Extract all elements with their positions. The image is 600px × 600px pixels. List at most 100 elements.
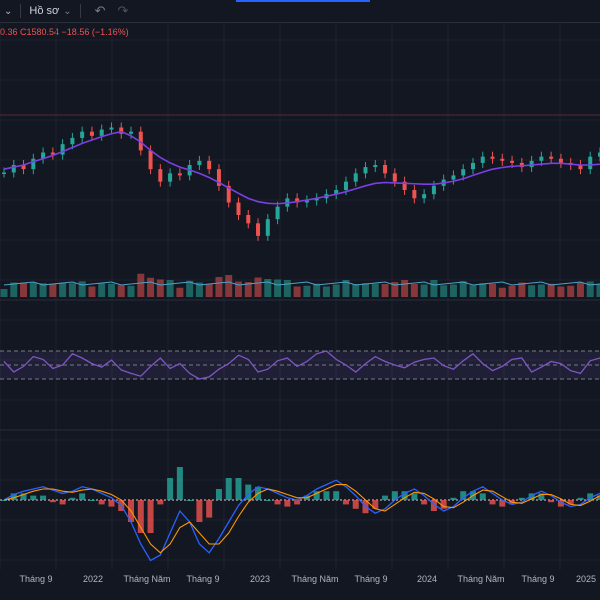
redo-icon[interactable]: ↷ (117, 3, 129, 18)
macd-histogram-bar (313, 491, 320, 500)
candle-body (265, 219, 270, 236)
profile-label: Hồ sơ (29, 5, 60, 17)
macd-histogram-bar (235, 478, 242, 500)
candle-body (295, 198, 300, 203)
macd-histogram-bar (489, 500, 496, 505)
chevron-down-icon[interactable]: ⌄ (4, 5, 13, 17)
candle-body (431, 185, 436, 195)
macd-histogram-bar (382, 495, 389, 500)
macd-histogram-bar (225, 478, 232, 500)
toolbar-divider (20, 4, 22, 18)
volume-ma-line (3, 281, 600, 286)
volume-bar (166, 280, 174, 297)
volume-bar (88, 286, 96, 297)
candle-body (353, 173, 358, 182)
candle-body (558, 158, 563, 163)
macd-histogram-bar (137, 500, 144, 533)
volume-bar (518, 282, 526, 297)
candle-body (363, 167, 368, 174)
candle-body (304, 200, 309, 203)
time-axis-label: 2024 (416, 574, 438, 584)
macd-histogram-bar (333, 491, 340, 500)
candle-body (588, 156, 593, 170)
macd-histogram-bar (10, 493, 17, 500)
candle-body (412, 190, 417, 199)
macd-histogram-bar (421, 500, 428, 505)
macd-signal-line (3, 484, 600, 554)
candle-body (207, 160, 212, 170)
profile-menu-button[interactable]: Hồ sơ ⌄ (29, 5, 71, 17)
macd-histogram-bar (440, 500, 447, 509)
candle-body (70, 137, 75, 145)
candle-body (598, 152, 600, 157)
volume-bar (20, 282, 28, 297)
candle-body (31, 158, 36, 170)
macd-histogram-bar (597, 495, 600, 500)
macd-histogram-bar (518, 497, 525, 500)
candle-body (50, 152, 55, 155)
volume-bar (322, 286, 330, 297)
macd-histogram-bar (206, 500, 213, 518)
undo-icon[interactable]: ↶ (94, 3, 106, 18)
macd-histogram-bar (79, 493, 86, 500)
volume-bar (459, 281, 467, 297)
macd-histogram-bar (538, 493, 545, 500)
volume-bar (596, 284, 600, 297)
candle-body (109, 127, 114, 130)
volume-bar (371, 283, 379, 297)
moving-average-line (3, 130, 600, 205)
volume-bar (215, 277, 223, 297)
candle-body (226, 185, 231, 203)
macd-histogram-bar (567, 500, 574, 505)
macd-histogram-bar (587, 493, 594, 500)
volume-bar (78, 281, 86, 297)
candle-body (314, 198, 319, 201)
volume-bar (352, 284, 360, 297)
volume-bar (440, 285, 448, 297)
ohlc-legend: 0.36 C1580.54 −18.56 (−1.16%) (0, 27, 129, 37)
candle-body (549, 156, 554, 159)
volume-bar (449, 284, 457, 297)
macd-histogram-bar (20, 493, 27, 500)
candle-body (41, 152, 46, 159)
rsi-line (3, 350, 600, 380)
volume-bar (156, 279, 164, 297)
volume-bar (137, 273, 145, 297)
macd-histogram-bar (167, 478, 174, 500)
volume-bar (401, 280, 409, 297)
candle-body (373, 165, 378, 168)
macd-histogram-bar (557, 500, 564, 507)
volume-bar (244, 282, 252, 297)
macd-histogram-bar (69, 497, 76, 500)
macd-histogram-bar (1, 500, 7, 501)
candle-body (500, 158, 505, 161)
volume-bar (264, 279, 272, 297)
macd-histogram-bar (294, 500, 301, 505)
candle-body (451, 175, 456, 180)
macd-histogram-bar (323, 491, 330, 500)
macd-histogram-bar (342, 500, 349, 505)
volume-bar (362, 283, 370, 297)
candle-body (138, 131, 143, 151)
volume-bar (586, 281, 594, 297)
volume-bar (147, 277, 155, 297)
volume-bar (303, 285, 311, 297)
macd-histogram-bar (30, 495, 37, 500)
volume-bar (498, 287, 506, 297)
candle-body (275, 206, 280, 220)
volume-bar (254, 277, 262, 297)
volume-bar (49, 283, 57, 297)
candle-body (470, 162, 475, 170)
time-axis-label: Tháng Năm (123, 574, 171, 584)
time-axis-label: Tháng Năm (291, 574, 339, 584)
time-axis-label: 2022 (82, 574, 104, 584)
chart-toolbar: ⌄ Hồ sơ ⌄ ↶ ↷ (0, 0, 600, 23)
macd-histogram-bar (479, 493, 486, 500)
volume-bar (547, 283, 555, 297)
candle-body (539, 156, 544, 161)
volume-bar (576, 282, 584, 297)
time-axis-label: Tháng 9 (186, 574, 220, 584)
volume-bar (410, 284, 418, 297)
macd-histogram-bar (548, 500, 555, 503)
